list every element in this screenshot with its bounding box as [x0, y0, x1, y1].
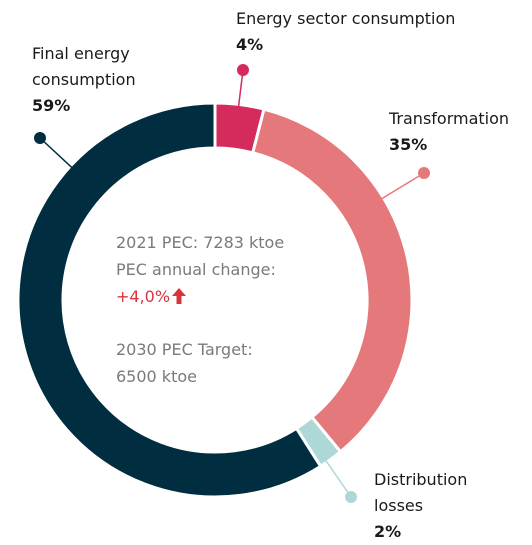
leader-line [325, 460, 352, 498]
slice-label: Energy sector consumption 4% [236, 6, 532, 58]
center-text: +4,0% [116, 283, 187, 310]
up-arrow-shape [172, 288, 187, 304]
slice-name: Distribution losses [374, 470, 468, 515]
center-text: 2030 PEC Target: [116, 340, 253, 359]
up-arrow [172, 288, 187, 304]
leader-line [237, 69, 244, 107]
slice [250, 107, 414, 454]
slice-value-label: 35% [389, 135, 428, 154]
leader-line [381, 172, 425, 200]
center-text: 6500 ktoe [116, 367, 197, 386]
leader-dot [418, 167, 430, 179]
leader-dot [237, 64, 249, 76]
slice-label: Distribution losses 2% [374, 467, 484, 545]
slice-name: Energy sector consumption [236, 9, 456, 28]
slice-name: Transformation [389, 109, 510, 128]
slice-name: Final energy consumption [32, 44, 136, 89]
leader-dot [34, 132, 46, 144]
slice [16, 101, 323, 499]
leader-line [39, 137, 73, 169]
slice-value-label: 59% [32, 96, 71, 115]
center-text: PEC annual change: [116, 260, 276, 279]
slice-value-label: 4% [236, 35, 264, 54]
slice-label: Transformation 35% [389, 106, 532, 158]
center-text: 2021 PEC: 7283 ktoe [116, 233, 285, 252]
slice-value-label: 2% [374, 522, 402, 541]
slice-label: Final energy consumption 59% [32, 41, 162, 119]
leader-dot [345, 491, 357, 503]
